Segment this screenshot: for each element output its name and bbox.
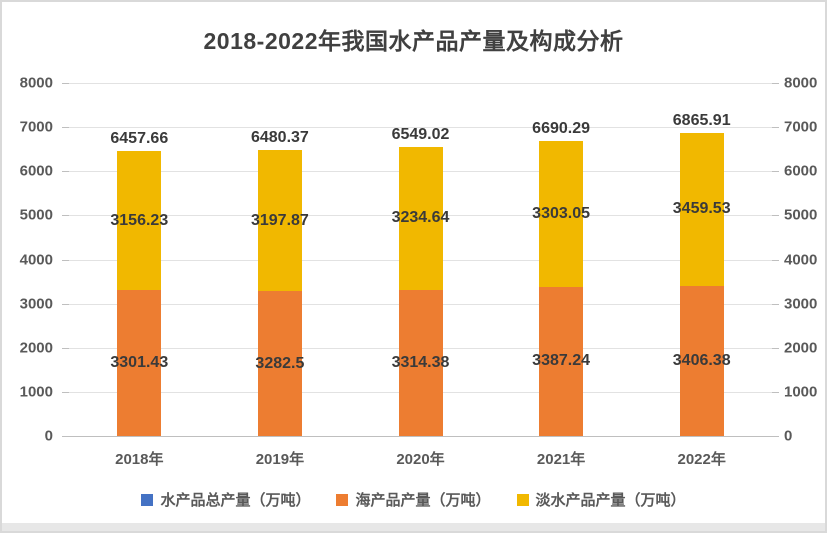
bar-freshwater-2021年	[539, 140, 584, 287]
label-freshwater-2018年: 3156.23	[110, 211, 169, 229]
label-freshwater-2019年: 3197.87	[250, 211, 309, 229]
bar-marine-2021年	[539, 286, 584, 436]
legend-label: 水产品总产量（万吨）	[160, 492, 311, 509]
x-axis-label-2018年: 2018年	[115, 451, 164, 468]
x-axis-label-2020年: 2020年	[396, 451, 445, 468]
window-bottom-edge	[2, 523, 825, 531]
label-marine-2019年: 3282.5	[255, 354, 305, 372]
bar-freshwater-2019年	[257, 150, 302, 292]
bar-marine-2018年	[117, 290, 162, 436]
legend-label: 海产品产量（万吨）	[355, 492, 491, 509]
bar-freshwater-2020年	[398, 147, 443, 290]
label-total-2020年: 6549.02	[391, 126, 450, 144]
label-freshwater-2022年: 3459.53	[672, 200, 731, 218]
label-marine-2018年: 3301.43	[110, 354, 169, 372]
label-marine-2020年: 3314.38	[391, 353, 450, 371]
legend-item-2: 淡水产品产量（万吨）	[516, 489, 686, 510]
legend-item-0: 水产品总产量（万吨）	[141, 489, 310, 510]
label-marine-2022年: 3406.38	[672, 351, 731, 369]
bar-marine-2020年	[398, 289, 443, 436]
bar-freshwater-2022年	[679, 133, 724, 286]
legend-label: 淡水产品产量（万吨）	[535, 492, 686, 509]
gridline-0	[69, 436, 772, 437]
chart-title: 2018-2022年我国水产品产量及构成分析	[203, 28, 624, 54]
bar-marine-2022年	[679, 285, 724, 436]
label-freshwater-2021年: 3303.05	[532, 204, 591, 222]
label-total-2018年: 6457.66	[110, 130, 169, 148]
plot-area: 3301.43 3156.23 6457.66 3282.5 3197.87 6480.3…	[69, 83, 772, 437]
label-total-2021年: 6690.29	[532, 119, 591, 137]
bar-freshwater-2018年	[117, 151, 162, 291]
x-axis-label-2019年: 2019年	[255, 451, 305, 468]
legend-swatch-icon	[336, 493, 349, 506]
gridline-7000	[69, 127, 772, 129]
label-total-2022年: 6865.91	[672, 112, 731, 130]
legend-item-1: 海产品产量（万吨）	[336, 489, 491, 510]
label-freshwater-2020年: 3234.64	[391, 209, 450, 227]
label-total-2019年: 6480.37	[250, 129, 309, 147]
gridline-8000	[69, 83, 772, 84]
x-axis-label-2022年: 2022年	[677, 451, 726, 468]
x-axis-label-2021年: 2021年	[536, 451, 586, 468]
legend: 水产品总产量（万吨） 海产品产量（万吨） 淡水产品产量（万吨）	[2, 489, 825, 510]
bar-marine-2019年	[257, 291, 302, 436]
legend-swatch-icon	[516, 493, 529, 506]
label-marine-2021年: 3387.24	[532, 352, 591, 370]
legend-swatch-icon	[141, 493, 154, 506]
